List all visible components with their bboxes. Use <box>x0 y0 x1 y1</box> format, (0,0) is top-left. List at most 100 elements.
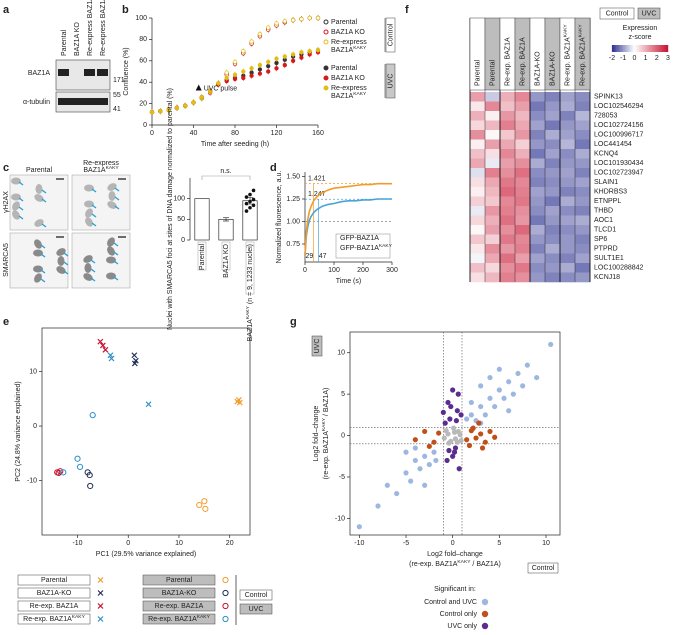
legend-label: Re-exp. BAZ1A <box>155 603 204 610</box>
legend-marker <box>222 602 229 610</box>
colorbar-step <box>652 45 655 52</box>
heat-cell <box>500 177 516 188</box>
legend-marker <box>323 29 329 35</box>
data-point <box>299 16 304 22</box>
row-label: LOC100996717 <box>594 132 644 139</box>
series-line <box>304 198 392 255</box>
pointer <box>40 278 46 283</box>
heat-cell <box>485 215 501 226</box>
heat-cell <box>545 263 561 273</box>
data-point <box>501 395 507 401</box>
nucleus <box>12 210 20 220</box>
data-point <box>458 437 464 444</box>
data-point <box>482 439 488 445</box>
nucleus <box>85 217 93 227</box>
nucleus <box>56 248 66 256</box>
x-tick-label: 0 <box>303 267 307 274</box>
colorbar-step <box>635 45 638 52</box>
pointer <box>63 252 69 257</box>
colorbar-step <box>648 45 650 52</box>
heat-cell <box>575 111 591 121</box>
heat-cell <box>500 272 516 283</box>
data-point <box>266 25 271 30</box>
colorbar-step <box>628 45 631 52</box>
legend-label: Re-express BAZ1AKAKY <box>331 39 369 54</box>
heat-cell <box>575 187 591 197</box>
data-point <box>520 383 526 389</box>
data-point <box>417 466 423 472</box>
heat-cell <box>545 139 561 150</box>
replicate-point <box>244 195 249 199</box>
heat-cell <box>560 158 576 169</box>
heat-cell <box>530 215 546 226</box>
pointer <box>41 223 47 228</box>
lane-label: Re-express BAZ1A <box>87 0 94 56</box>
data-point <box>290 52 296 57</box>
mw-marker: 55 <box>113 92 121 99</box>
label-box <box>637 7 661 20</box>
heat-cell <box>575 158 591 169</box>
data-point <box>224 75 229 81</box>
heat-cell <box>560 101 576 112</box>
data-point <box>394 490 400 497</box>
heat-cell <box>545 120 561 131</box>
x-axis-label: (re-exp. BAZ1AKAKY / BAZ1A) <box>409 559 501 568</box>
data-point <box>451 429 458 435</box>
data-point <box>451 449 458 455</box>
colorbar-step <box>624 45 627 52</box>
legend-label: GFP-BAZ1AKAKY <box>340 243 393 252</box>
row-label: KHDRBS3 <box>594 189 627 196</box>
protein-label: α-tubulin <box>23 99 50 106</box>
plot-frame <box>349 331 561 536</box>
data-point <box>436 430 442 436</box>
replicate-point <box>248 192 252 197</box>
category-box <box>221 241 231 271</box>
data-point <box>478 383 484 389</box>
row-label: SPINK13 <box>594 94 623 101</box>
panel-label: d <box>270 162 277 174</box>
colorbar-step <box>611 45 614 52</box>
colorbar-tick: 0 <box>632 55 636 62</box>
heat-cell <box>515 111 531 121</box>
x-axis-label: Log2 fold–change <box>427 551 483 558</box>
y-tick-label: 60 <box>139 58 147 65</box>
colorbar-title: z-score <box>629 34 652 41</box>
heat-cell <box>515 92 531 102</box>
heat-cell <box>515 244 531 254</box>
heat-cell <box>485 234 501 245</box>
y-axis-label: Confluence (%) <box>123 47 130 95</box>
heat-cell <box>515 206 531 216</box>
data-point <box>108 355 115 362</box>
nucleus <box>33 265 43 273</box>
micrograph <box>71 232 131 289</box>
data-point <box>464 437 470 443</box>
nucleus <box>84 200 94 208</box>
heat-cell <box>545 272 561 283</box>
data-point <box>266 63 271 69</box>
colorbar-step <box>627 45 629 52</box>
y-tick-label: 80 <box>139 36 147 43</box>
data-point <box>403 470 409 476</box>
data-point <box>183 103 188 108</box>
data-point <box>216 81 221 86</box>
data-point <box>166 107 171 113</box>
series-line <box>304 182 392 255</box>
legend-label: Re-exp. BAZ1A <box>30 603 79 610</box>
nucleus <box>11 177 21 185</box>
label-box <box>142 587 216 599</box>
x-axis-label: Time (s) <box>336 278 361 285</box>
y-tick-label: 1.25 <box>286 196 300 203</box>
legend-marker <box>222 589 229 597</box>
data-point <box>452 445 459 451</box>
data-point <box>479 445 486 451</box>
legend-label: Re-exp. BAZ1AKAKY <box>23 614 85 623</box>
heat-cell <box>515 263 531 273</box>
pointer <box>18 206 24 211</box>
nucleus <box>35 184 43 194</box>
heat-cell <box>545 234 561 245</box>
label-box <box>142 613 216 625</box>
heat-cell <box>485 149 501 159</box>
heat-cell <box>560 120 576 131</box>
heat-cell <box>530 149 546 159</box>
data-point <box>57 468 64 475</box>
